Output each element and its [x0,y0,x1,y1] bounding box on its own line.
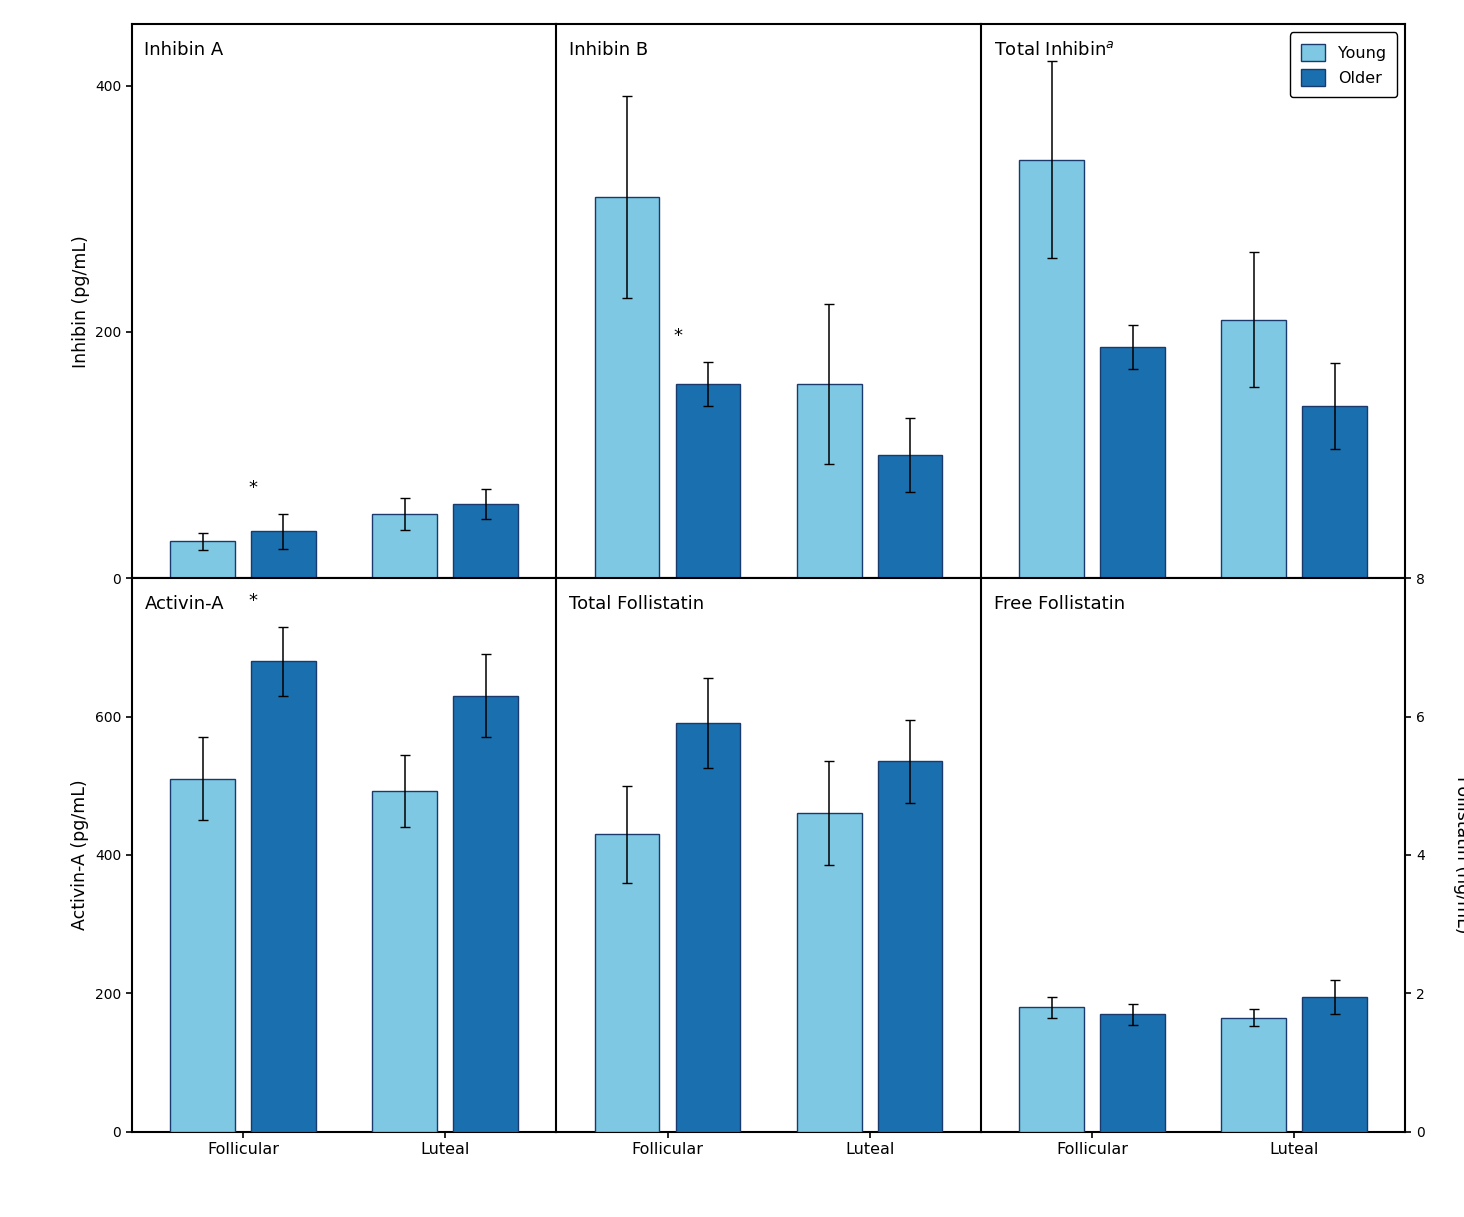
Bar [1019,1008,1083,1132]
Bar [170,542,234,578]
Bar [250,532,316,578]
Text: *: * [673,327,682,344]
Text: Activin-A: Activin-A [145,595,224,612]
Bar [1221,320,1287,578]
Text: Inhibin B: Inhibin B [569,41,649,58]
Bar [372,514,438,578]
Bar [1303,997,1367,1132]
Bar [878,762,943,1132]
Bar [1303,405,1367,578]
Text: Inhibin A: Inhibin A [145,41,224,58]
Bar [878,455,943,578]
Bar [796,813,862,1132]
Bar [675,723,741,1132]
Text: Total Inhibin$^a$: Total Inhibin$^a$ [994,41,1114,58]
Bar [594,197,659,578]
Bar [594,834,659,1132]
Text: *: * [249,479,258,498]
Text: Total Follistatin: Total Follistatin [569,595,704,612]
Bar [372,791,438,1132]
Bar [1019,159,1083,578]
Y-axis label: Inhibin (pg/mL): Inhibin (pg/mL) [72,235,89,368]
Bar [1099,1014,1165,1132]
Text: Free Follistatin: Free Follistatin [994,595,1124,612]
Bar [1221,1017,1287,1132]
Text: *: * [249,591,258,610]
Bar [454,696,518,1132]
Y-axis label: Follistatin (ng/mL): Follistatin (ng/mL) [1452,776,1464,933]
Legend: Young, Older: Young, Older [1290,33,1398,97]
Bar [1099,347,1165,578]
Bar [170,779,234,1132]
Bar [796,383,862,578]
Bar [454,504,518,578]
Bar [675,383,741,578]
Y-axis label: Activin-A (pg/mL): Activin-A (pg/mL) [72,780,89,930]
Bar [250,661,316,1132]
